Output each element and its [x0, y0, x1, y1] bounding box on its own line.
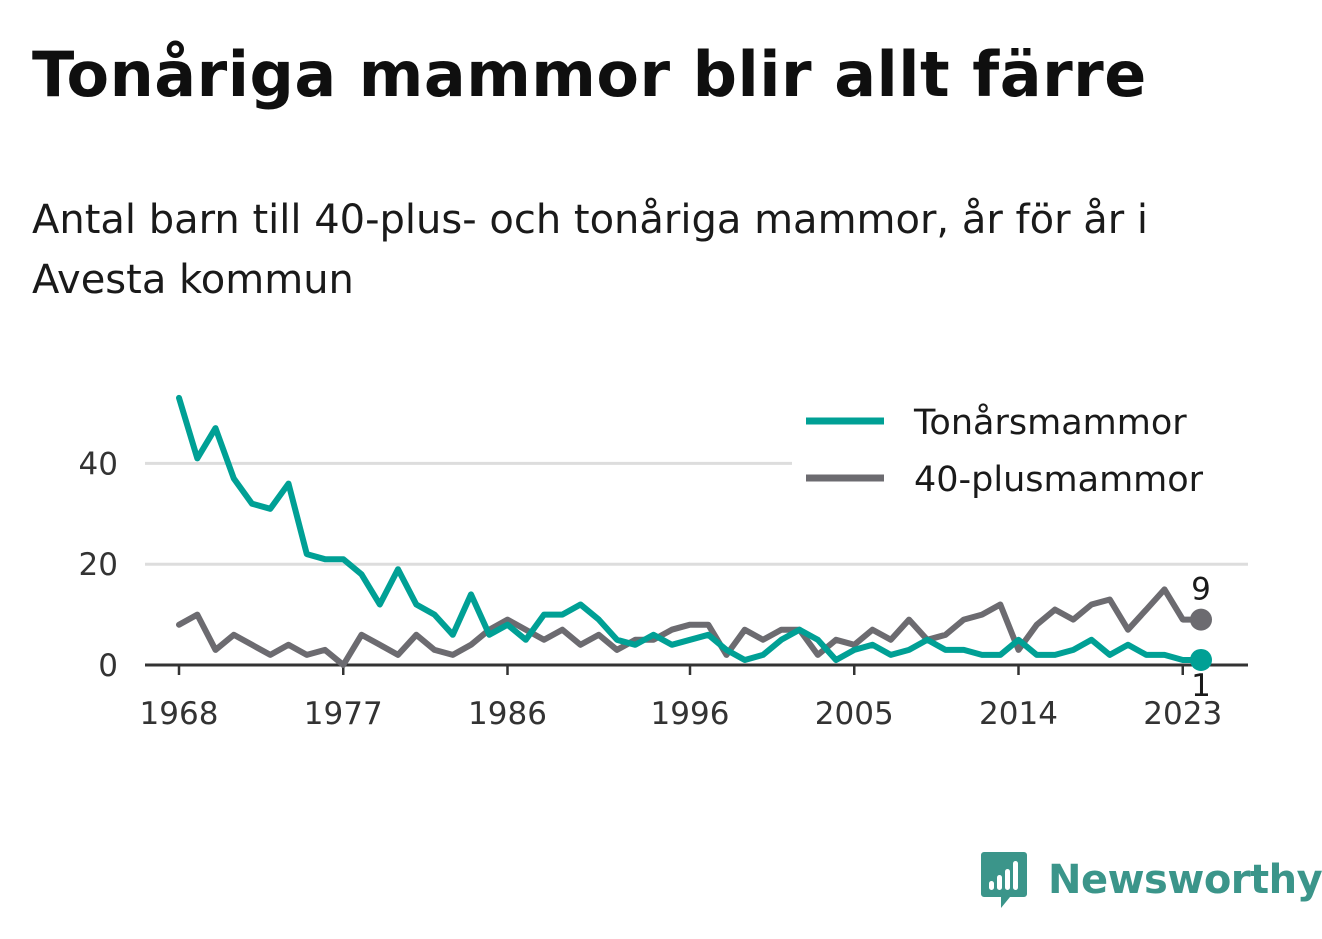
x-tick-label: 2014 — [979, 696, 1058, 732]
x-tick-label: 2005 — [815, 696, 894, 732]
brand: Newsworthy — [980, 850, 1322, 910]
bar-chart-badge-icon — [981, 852, 1027, 908]
end-value-label: 1 — [1191, 668, 1211, 704]
series-layer — [176, 394, 1204, 668]
legend-background — [792, 388, 1248, 508]
end-marker — [1190, 608, 1212, 631]
x-tick-label: 1986 — [468, 696, 547, 732]
chart-title: Tonåriga mammor blir allt färre — [32, 38, 1147, 111]
x-tick-label: 1996 — [651, 696, 730, 732]
chart-subtitle: Antal barn till 40-plus- och tonåriga ma… — [32, 197, 1149, 303]
x-tick-label: 1977 — [304, 696, 383, 732]
x-axis: 0 20 40 1968 1977 1986 1996 2005 2014 2023 — [79, 446, 1248, 732]
x-tick-label: 2023 — [1143, 696, 1222, 732]
series-line — [176, 394, 1204, 663]
line-chart: 0 20 40 1968 1977 1986 1996 2005 2014 2023 Tonårs… — [78, 388, 1248, 732]
end-marker — [1190, 648, 1212, 671]
y-tick-label: 0 — [98, 648, 118, 684]
series-line — [176, 586, 1204, 668]
legend: Tonårsmammor 40-plusmammor — [792, 388, 1248, 508]
end-labels: 19 — [1190, 572, 1212, 704]
brand-name: Newsworthy — [1048, 857, 1322, 903]
y-tick-label: 40 — [79, 446, 118, 482]
legend-label: Tonårsmammor — [913, 402, 1187, 443]
legend-label: 40-plusmammor — [914, 460, 1204, 500]
x-tick-label: 1968 — [140, 696, 219, 732]
end-value-label: 9 — [1191, 572, 1211, 608]
y-tick-label: 20 — [79, 547, 118, 583]
